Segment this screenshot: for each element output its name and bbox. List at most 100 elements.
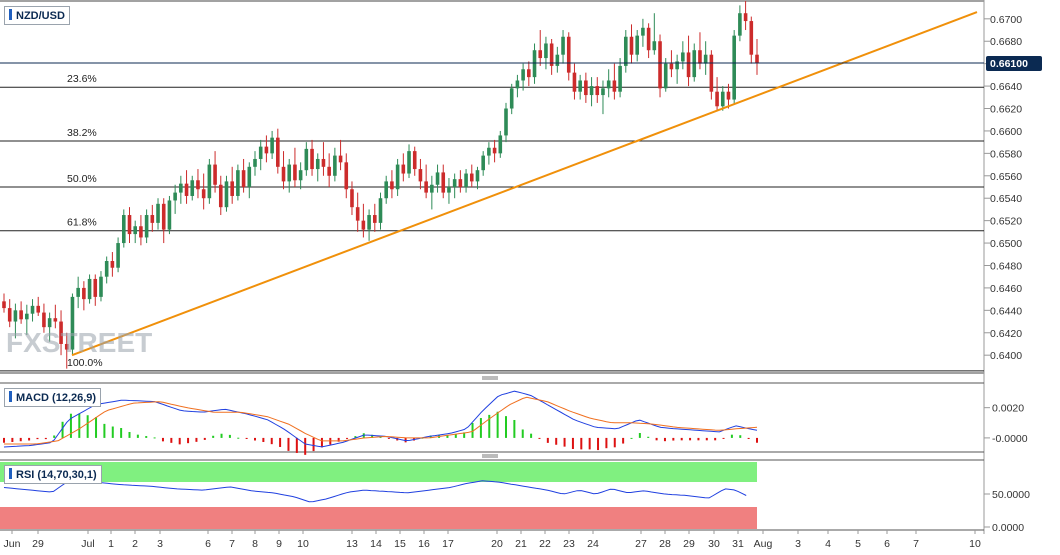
candle-body [447, 187, 451, 193]
candle-body [207, 164, 212, 199]
candle-body [82, 287, 86, 300]
trendline [71, 11, 978, 357]
candle-body [566, 36, 571, 73]
candle-body [532, 50, 537, 78]
candle-body [492, 147, 497, 154]
rsi-label-text: RSI (14,70,30,1) [16, 469, 97, 481]
candle-body [698, 50, 702, 64]
macd-hist-bar [295, 437, 298, 453]
macd-hist-bar [496, 411, 499, 438]
macd-hist-bar [697, 437, 700, 441]
macd-histogram [3, 411, 758, 455]
price-tick-label: 0.6600 [990, 126, 1022, 138]
candle-body [498, 135, 503, 154]
candle-body [509, 88, 514, 109]
time-tick-label: 13 [346, 538, 358, 550]
time-tick-label: 21 [515, 538, 527, 550]
candle-body [469, 173, 474, 182]
rsi-oversold-zone [0, 507, 757, 529]
time-tick-label: 2 [132, 538, 138, 550]
macd-hist-bar [212, 435, 215, 438]
candle-body [629, 36, 634, 55]
macd-hist-bar [320, 437, 323, 448]
macd-hist-bar [53, 435, 56, 438]
macd-hist-bar [270, 437, 273, 445]
macd-hist-bar [187, 437, 190, 444]
price-tick-label: 0.6680 [990, 36, 1022, 48]
rsi-axis-ticks: 50.0000 0.0000 [984, 489, 1030, 534]
candle-body [179, 183, 183, 193]
candle-body [390, 181, 394, 190]
candle-body [76, 287, 80, 297]
candle-body [726, 91, 731, 100]
candle-body [93, 278, 98, 297]
macd-hist-bar [153, 437, 156, 439]
candle-body [527, 69, 531, 78]
macd-hist-bar [463, 432, 466, 438]
candle-body [481, 155, 485, 171]
price-axis-ticks: 0.6400 0.6420 0.6440 0.6460 0.6480 0.6500 0.65… [984, 14, 1022, 362]
macd-hist-bar [580, 437, 583, 450]
fib-label: 61.8% [67, 217, 97, 229]
macd-hist-bar [312, 437, 315, 452]
candle-body [732, 35, 736, 100]
candle-body [2, 301, 6, 309]
time-tick-label: 28 [659, 538, 671, 550]
macd-hist-bar [203, 437, 206, 440]
macd-hist-bar [655, 437, 658, 441]
price-tick-label: 0.6560 [990, 171, 1022, 183]
time-tick-label: 30 [708, 538, 720, 550]
candle-body [287, 164, 292, 182]
macd-hist-bar [546, 437, 549, 443]
symbol-text: NZD/USD [16, 10, 65, 22]
candle-body [293, 164, 297, 181]
candles [2, 0, 759, 369]
candle-body [378, 198, 383, 223]
macd-hist-bar [95, 417, 98, 438]
macd-hist-bar [530, 433, 533, 438]
price-tick-label: 0.6700 [990, 14, 1022, 26]
candle-body [709, 54, 714, 92]
rsi-overbought-zone [0, 462, 757, 482]
candle-body [669, 63, 674, 70]
macd-hist-bar [429, 435, 432, 438]
candle-body [435, 172, 440, 185]
candle-body [298, 170, 303, 181]
candle-body [618, 65, 622, 92]
pane-splitter-1[interactable] [482, 376, 498, 380]
candle-body [452, 179, 457, 187]
time-tick-label: 23 [563, 538, 575, 550]
candle-body [361, 220, 366, 230]
macd-hist-bar [446, 435, 449, 438]
candle-body [224, 181, 229, 208]
candle-body [681, 52, 685, 62]
candle-body [601, 88, 605, 96]
pane-splitter-2[interactable] [482, 454, 498, 458]
macd-hist-bar [28, 437, 31, 441]
candle-body [338, 155, 343, 163]
candle-body [561, 36, 565, 55]
candle-body [641, 27, 645, 36]
candle-body [663, 63, 668, 89]
macd-hist-bar [588, 437, 591, 450]
macd-label: MACD (12,26,9) [4, 388, 102, 407]
candle-body [515, 80, 520, 89]
macd-hist-bar [571, 437, 574, 449]
candle-body [258, 146, 263, 159]
macd-hist-bar [86, 415, 89, 438]
candle-body [412, 151, 417, 170]
candle-body [384, 181, 389, 199]
macd-hist-bar [488, 414, 491, 438]
candle-body [692, 50, 697, 78]
candle-body [355, 207, 360, 221]
candle-body [196, 180, 200, 190]
candle-body [241, 170, 246, 187]
candle-body [572, 72, 577, 92]
macd-hist-bar [61, 421, 64, 438]
candle-body [99, 276, 103, 297]
price-tick-label: 0.6480 [990, 260, 1022, 272]
candle-body [424, 181, 428, 193]
macd-hist-bar [136, 434, 139, 438]
candle-body [333, 155, 337, 176]
